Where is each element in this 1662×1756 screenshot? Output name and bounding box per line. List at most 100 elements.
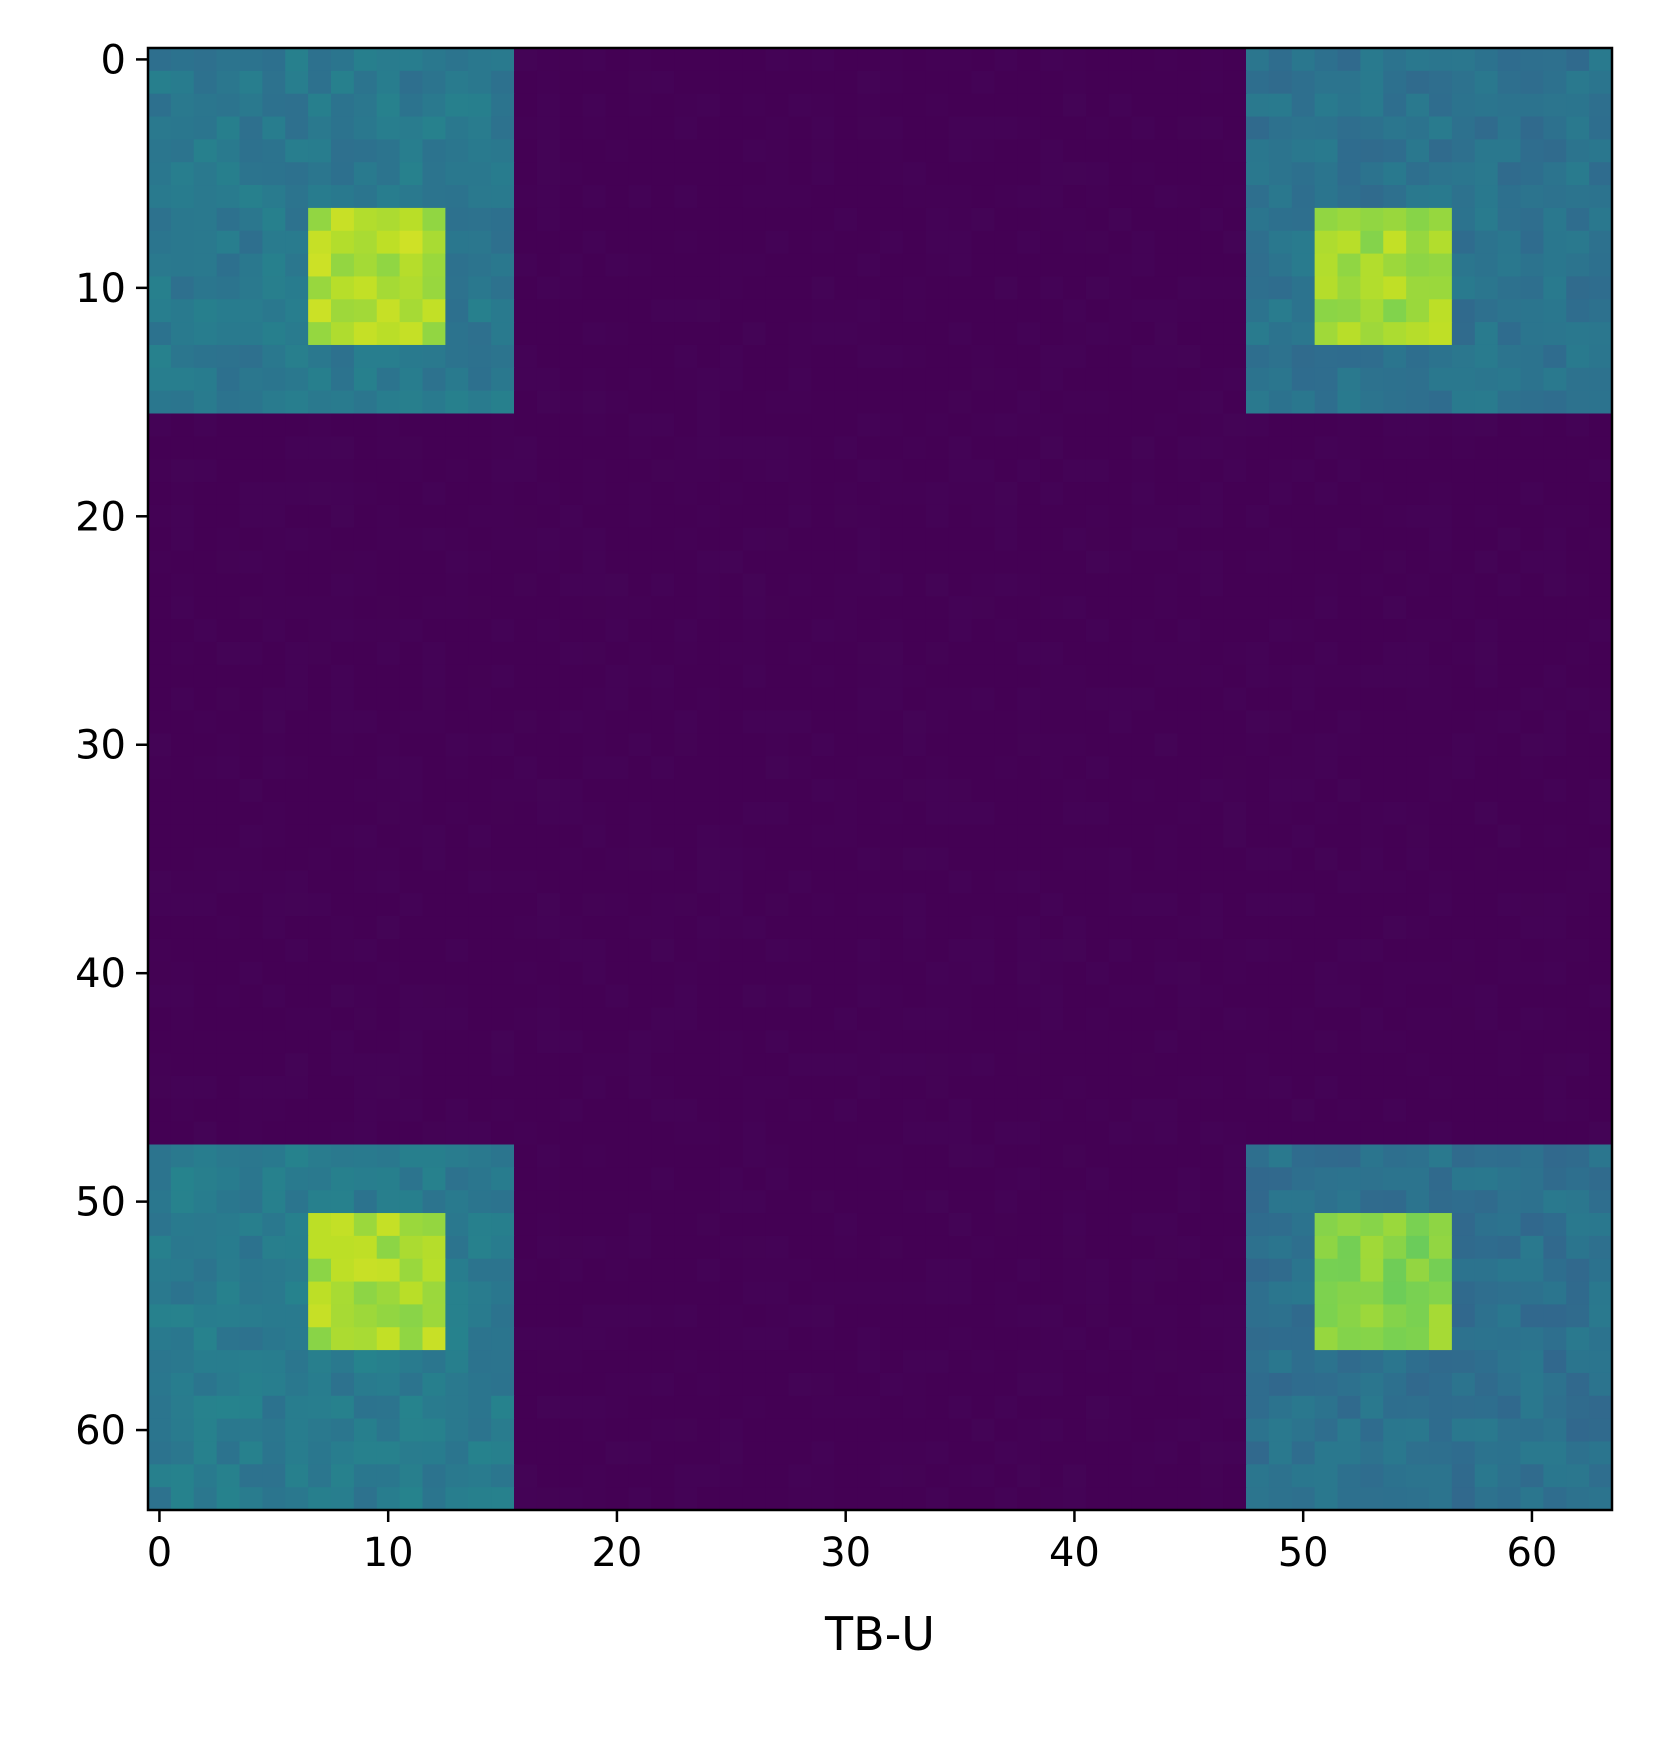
heatmap-cell bbox=[1200, 344, 1224, 369]
heatmap-cell bbox=[834, 185, 858, 209]
heatmap-cell bbox=[1017, 116, 1041, 140]
heatmap-cell bbox=[1543, 893, 1567, 917]
heatmap-cell bbox=[1497, 573, 1522, 597]
heatmap-cell bbox=[376, 116, 401, 140]
heatmap-cell bbox=[1017, 504, 1041, 529]
heatmap-cell bbox=[765, 938, 790, 963]
heatmap-cell bbox=[1566, 504, 1590, 529]
heatmap-cell bbox=[628, 1030, 652, 1054]
heatmap-cell bbox=[239, 1235, 263, 1260]
heatmap-cell bbox=[719, 619, 744, 643]
heatmap-cell bbox=[971, 139, 995, 163]
heatmap-cell bbox=[651, 1418, 675, 1443]
heatmap-cell bbox=[1543, 1190, 1567, 1214]
heatmap-cell bbox=[262, 139, 286, 163]
heatmap-cell bbox=[559, 1235, 584, 1260]
heatmap-cell bbox=[1154, 1121, 1178, 1146]
heatmap-cell bbox=[536, 299, 561, 323]
heatmap-cell bbox=[216, 1121, 241, 1146]
heatmap-cell bbox=[1154, 1372, 1178, 1397]
heatmap-cell bbox=[880, 573, 904, 597]
heatmap-cell bbox=[1223, 573, 1247, 597]
heatmap-cell bbox=[582, 961, 607, 986]
heatmap-cell bbox=[628, 1487, 652, 1511]
heatmap-cell bbox=[353, 1441, 378, 1465]
heatmap-cell bbox=[1360, 938, 1384, 963]
heatmap-cell bbox=[1314, 1121, 1339, 1146]
heatmap-cell bbox=[1520, 984, 1544, 1009]
heatmap-cell bbox=[674, 1372, 698, 1397]
heatmap-cell bbox=[628, 573, 652, 597]
heatmap-cell bbox=[1246, 185, 1270, 209]
heatmap-cell bbox=[353, 550, 378, 574]
heatmap-cell bbox=[925, 436, 950, 460]
heatmap-cell bbox=[1177, 1350, 1201, 1374]
heatmap-cell bbox=[216, 687, 241, 712]
heatmap-cell bbox=[422, 824, 446, 849]
heatmap-cell bbox=[1017, 322, 1041, 346]
heatmap-cell bbox=[788, 961, 812, 986]
heatmap-cell bbox=[285, 322, 309, 346]
heatmap-cell bbox=[399, 1007, 424, 1031]
heatmap-cell bbox=[948, 687, 973, 712]
heatmap-cell bbox=[971, 1441, 995, 1465]
heatmap-cell bbox=[1497, 1075, 1522, 1100]
heatmap-cell bbox=[536, 207, 561, 232]
heatmap-cell bbox=[948, 207, 973, 232]
heatmap-cell bbox=[674, 1304, 698, 1328]
heatmap-cell bbox=[857, 1441, 881, 1465]
heatmap-cell bbox=[1497, 870, 1522, 894]
heatmap-cell bbox=[674, 984, 698, 1009]
heatmap-cell bbox=[170, 1190, 195, 1214]
heatmap-cell bbox=[674, 185, 698, 209]
heatmap-cell bbox=[262, 504, 286, 529]
heatmap-cell bbox=[1589, 1418, 1613, 1443]
heatmap-cell bbox=[422, 870, 446, 894]
heatmap-cell bbox=[445, 253, 469, 278]
heatmap-cell bbox=[651, 870, 675, 894]
heatmap-cell bbox=[1589, 459, 1613, 483]
heatmap-cell bbox=[353, 641, 378, 666]
heatmap-cell bbox=[1131, 824, 1156, 849]
heatmap-cell bbox=[262, 1372, 286, 1397]
heatmap-cell bbox=[422, 756, 446, 780]
heatmap-cell bbox=[925, 1487, 950, 1511]
heatmap-cell bbox=[468, 367, 492, 392]
heatmap-cell bbox=[353, 870, 378, 894]
heatmap-cell bbox=[605, 893, 629, 917]
heatmap-cell bbox=[1543, 230, 1567, 255]
heatmap-cell bbox=[1383, 230, 1407, 255]
heatmap-cell bbox=[422, 1441, 446, 1465]
heatmap-cell bbox=[1451, 1464, 1476, 1488]
heatmap-cell bbox=[719, 916, 744, 940]
heatmap-cell bbox=[1063, 596, 1087, 620]
heatmap-cell bbox=[353, 207, 378, 232]
heatmap-cell bbox=[559, 916, 584, 940]
heatmap-cell bbox=[902, 870, 927, 894]
heatmap-cell bbox=[1383, 459, 1407, 483]
heatmap-cell bbox=[1497, 413, 1522, 437]
heatmap-cell bbox=[1108, 1350, 1133, 1374]
heatmap-cell bbox=[1337, 1281, 1361, 1305]
heatmap-cell bbox=[1474, 413, 1499, 437]
heatmap-cell bbox=[1085, 1007, 1110, 1031]
heatmap-cell bbox=[1314, 276, 1339, 300]
heatmap-cell bbox=[1497, 70, 1522, 95]
heatmap-cell bbox=[834, 1235, 858, 1260]
heatmap-cell bbox=[697, 619, 721, 643]
heatmap-cell bbox=[1223, 367, 1247, 392]
heatmap-cell bbox=[193, 847, 218, 871]
heatmap-cell bbox=[239, 482, 263, 506]
heatmap-cell bbox=[628, 664, 652, 689]
heatmap-cell bbox=[651, 1030, 675, 1054]
heatmap-cell bbox=[1063, 1144, 1087, 1168]
heatmap-cell bbox=[1360, 733, 1384, 757]
heatmap-cell bbox=[994, 1213, 1018, 1237]
heatmap-cell bbox=[1337, 276, 1361, 300]
heatmap-cell bbox=[1246, 847, 1270, 871]
heatmap-cell bbox=[285, 1304, 309, 1328]
heatmap-cell bbox=[605, 641, 629, 666]
heatmap-cell bbox=[948, 641, 973, 666]
heatmap-cell bbox=[353, 824, 378, 849]
heatmap-cell bbox=[353, 687, 378, 712]
